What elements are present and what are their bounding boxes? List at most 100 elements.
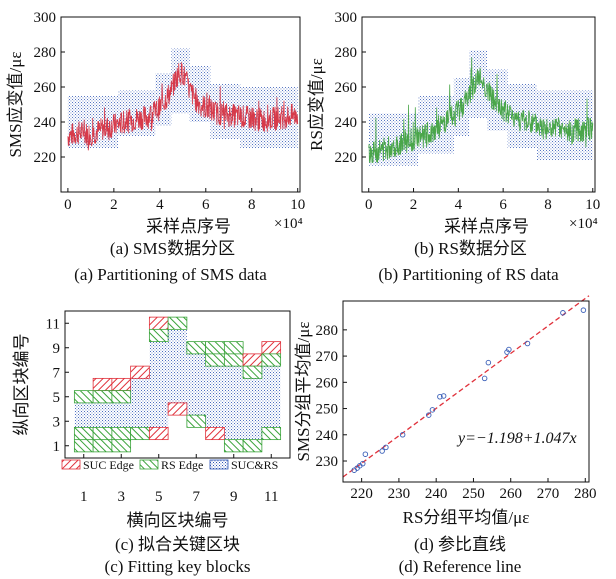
legend-label-rs: RS Edge — [161, 458, 203, 472]
caption-en: (c) Fitting key blocks — [105, 557, 251, 576]
y-tick-label: 300 — [34, 10, 57, 26]
edge-block — [261, 353, 282, 367]
caption-cn: (b) RS数据分区 — [414, 239, 527, 258]
y-tick-label: 260 — [316, 375, 339, 391]
legend-swatch-both — [209, 459, 229, 470]
x-multiplier-label: ×10⁴ — [274, 216, 303, 232]
x-tick-label: 8 — [544, 197, 552, 213]
reference-line-chart: 220 230 240 250 260 270 280 230 240 250 260 270 280 y… — [294, 295, 597, 576]
edge-block — [167, 316, 188, 330]
edge-block — [111, 426, 132, 441]
data-point — [383, 444, 389, 451]
data-point — [440, 393, 447, 399]
x-tick-label: 3 — [118, 489, 126, 505]
plot-frame — [64, 310, 291, 459]
y-tick-label: 240 — [335, 115, 358, 131]
edge-block — [205, 341, 225, 355]
edge-block — [73, 439, 94, 453]
x-tick-label: 2 — [410, 197, 418, 213]
edge-block — [205, 426, 225, 441]
strain-series-line — [368, 57, 594, 164]
data-point — [429, 407, 436, 413]
plot-frame — [60, 16, 301, 193]
y-tick-label: 250 — [316, 402, 339, 418]
x-axis-label: RS分组平均值/με — [403, 508, 530, 527]
partition-band — [418, 95, 454, 154]
edge-block — [148, 316, 169, 330]
caption-en: (d) Reference line — [399, 557, 522, 576]
legend-label-suc: SUC Edge — [83, 458, 134, 472]
y-axis-label: SMS应变值/με — [6, 51, 25, 157]
y-axis-label: SMS分组平均值/με — [294, 321, 313, 461]
x-axis-label: 采样点序号 — [146, 217, 231, 236]
caption-cn: (a) SMS数据分区 — [110, 239, 235, 258]
x-tick-label: 240 — [425, 486, 448, 502]
y-tick-label: 280 — [335, 45, 358, 61]
data-point — [425, 412, 432, 418]
y-tick-label: 11 — [46, 316, 60, 332]
edge-block — [261, 426, 282, 441]
x-tick-label: 6 — [499, 197, 507, 213]
data-point — [485, 359, 492, 366]
y-axis-label: 纵向区块编号 — [12, 334, 31, 436]
y-tick-label: 270 — [316, 349, 339, 365]
x-tick-label: 7 — [193, 489, 201, 505]
edge-block — [111, 390, 132, 404]
x-tick-label: 4 — [156, 197, 164, 213]
edge-block — [92, 377, 113, 392]
x-tick-label: 4 — [455, 197, 463, 213]
edge-block — [92, 426, 113, 441]
y-tick-label: 220 — [335, 150, 358, 166]
strain-series-line — [67, 62, 299, 151]
edge-block — [186, 341, 207, 355]
data-point — [360, 460, 366, 467]
y-tick-label: 260 — [335, 80, 358, 96]
edge-block — [223, 353, 244, 367]
caption-cn: (c) 拟合关键区块 — [115, 535, 240, 554]
x-tick-label: 9 — [230, 489, 238, 505]
y-tick-label: 5 — [53, 390, 61, 406]
x-axis-label: 采样点序号 — [444, 217, 529, 236]
edge-block — [73, 390, 94, 404]
y-tick-label: 300 — [335, 10, 358, 26]
edge-block — [242, 439, 263, 453]
edge-block — [205, 353, 225, 367]
y-tick-label: 9 — [53, 341, 61, 357]
y-tick-label: 230 — [316, 454, 339, 470]
edge-block — [130, 365, 150, 379]
x-tick-label: 2 — [110, 197, 118, 213]
y-tick-label: 280 — [316, 323, 339, 339]
edge-block — [261, 341, 282, 355]
y-tick-label: 220 — [34, 150, 57, 166]
block-region — [149, 317, 169, 440]
edge-block — [130, 426, 150, 441]
fit-equation: y=−1.198+1.047x — [456, 430, 577, 447]
edge-block — [111, 377, 132, 392]
plot-frame — [361, 16, 596, 193]
caption-cn: (d) 参比直线 — [414, 535, 506, 554]
caption-en: (a) Partitioning of SMS data — [74, 265, 267, 284]
edge-block — [73, 426, 94, 441]
x-tick-label: 220 — [350, 486, 373, 502]
caption-en: (b) Partitioning of RS data — [378, 265, 559, 284]
y-tick-label: 7 — [53, 365, 61, 381]
x-tick-label: 8 — [248, 197, 256, 213]
edge-block — [223, 439, 244, 453]
data-point — [481, 375, 488, 382]
rs-partition-chart: 0 2 4 6 8 10 220 240 260 280 300 采样点序号 ×10⁴ RS应变值/με (… — [307, 10, 600, 284]
block-region — [130, 366, 150, 440]
y-tick-label: 1 — [53, 439, 61, 455]
edge-block — [223, 341, 244, 355]
y-tick-label: 260 — [34, 80, 57, 96]
data-point — [560, 310, 566, 316]
data-point — [580, 307, 587, 313]
data-point — [399, 432, 406, 438]
sms-partition-chart: 0 2 4 6 8 10 220 240 260 280 300 采样点序号 ×10⁴ SMS应变值/με… — [6, 10, 305, 284]
data-point — [506, 346, 512, 353]
x-tick-label: 280 — [574, 486, 597, 502]
x-axis-label: 横向区块编号 — [127, 511, 229, 530]
partition-band — [469, 50, 488, 119]
edge-block — [92, 439, 113, 453]
data-point — [362, 451, 369, 457]
x-tick-label: 1 — [80, 489, 88, 505]
